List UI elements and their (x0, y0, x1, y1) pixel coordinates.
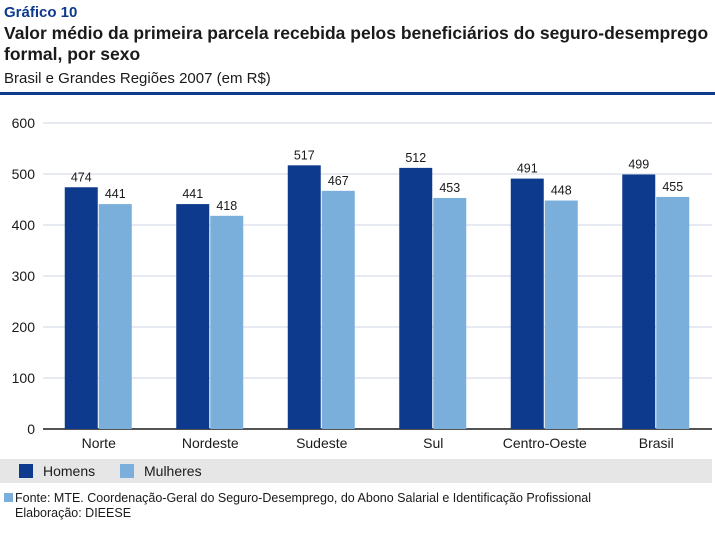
bar-homens-brasil (622, 174, 656, 429)
legend-label-mulheres: Mulheres (144, 463, 202, 479)
category-labels: Norte Nordeste Sudeste Sul Centro-Oeste Brasi… (82, 435, 674, 451)
legend-label-homens: Homens (43, 463, 96, 479)
title-rule (0, 92, 715, 95)
category-label-nordeste: Nordeste (182, 435, 239, 451)
data-label-homens-sudeste: 517 (294, 148, 315, 162)
y-tick-label-100: 100 (12, 370, 36, 386)
bar-homens-norte (64, 187, 98, 429)
bar-homens-centro-oeste (510, 178, 544, 429)
bars (64, 165, 690, 429)
chart-kicker: Gráfico 10 (4, 4, 78, 21)
bar-mulheres-nordeste (210, 215, 244, 429)
data-label-mulheres-sudeste: 467 (328, 174, 349, 188)
data-label-homens-nordeste: 441 (182, 187, 203, 201)
legend-item-homens: Homens (19, 463, 95, 479)
category-label-sul: Sul (423, 435, 443, 451)
data-label-homens-centro-oeste: 491 (517, 162, 538, 176)
grid-lines (43, 122, 712, 379)
bar-mulheres-norte (98, 204, 132, 429)
data-label-mulheres-brasil: 455 (662, 180, 683, 194)
category-label-centro-oeste: Centro-Oeste (503, 435, 587, 451)
legend: Homens Mulheres (0, 459, 712, 483)
bar-mulheres-sul (433, 197, 467, 429)
y-axis: 0 100 200 300 400 500 600 (12, 115, 712, 437)
data-label-homens-brasil: 499 (628, 158, 649, 172)
category-label-sudeste: Sudeste (296, 435, 348, 451)
source-text: Fonte: MTE. Coordenação-Geral do Seguro-… (15, 491, 592, 505)
data-label-mulheres-norte: 441 (105, 187, 126, 201)
elaboration-text: Elaboração: DIEESE (15, 506, 132, 520)
bar-mulheres-sudeste (321, 190, 355, 429)
y-tick-label-400: 400 (12, 217, 36, 233)
category-label-norte: Norte (82, 435, 116, 451)
y-tick-label-200: 200 (12, 319, 36, 335)
y-tick-label-500: 500 (12, 166, 36, 182)
y-tick-label-0: 0 (27, 421, 35, 437)
category-label-brasil: Brasil (639, 435, 674, 451)
y-tick-label-300: 300 (12, 268, 36, 284)
data-label-homens-norte: 474 (71, 170, 92, 184)
chart-subtitle: Brasil e Grandes Regiões 2007 (em R$) (4, 70, 271, 87)
bar-mulheres-brasil (656, 196, 690, 429)
source-note: Fonte: MTE. Coordenação-Geral do Seguro-… (4, 491, 591, 521)
legend-item-mulheres: Mulheres (120, 463, 202, 479)
legend-swatch-homens (19, 464, 33, 478)
bar-homens-sudeste (287, 165, 321, 429)
data-label-mulheres-sul: 453 (439, 181, 460, 195)
bar-homens-sul (399, 167, 433, 429)
data-label-mulheres-centro-oeste: 448 (551, 184, 572, 198)
bar-mulheres-centro-oeste (544, 200, 578, 429)
data-labels: 474 441 441 418 517 467 512 453 491 448 499 455 (71, 148, 683, 212)
legend-swatch-mulheres (120, 464, 134, 478)
source-marker (4, 493, 13, 502)
bar-chart: 0 100 200 300 400 500 600 474 441 441 418 517 467 51… (12, 115, 712, 451)
chart-title: Valor médio da primeira parcela recebida… (4, 23, 709, 64)
bar-homens-nordeste (176, 204, 210, 429)
data-label-mulheres-nordeste: 418 (216, 199, 237, 213)
data-label-homens-sul: 512 (405, 151, 426, 165)
y-tick-label-600: 600 (12, 115, 36, 131)
